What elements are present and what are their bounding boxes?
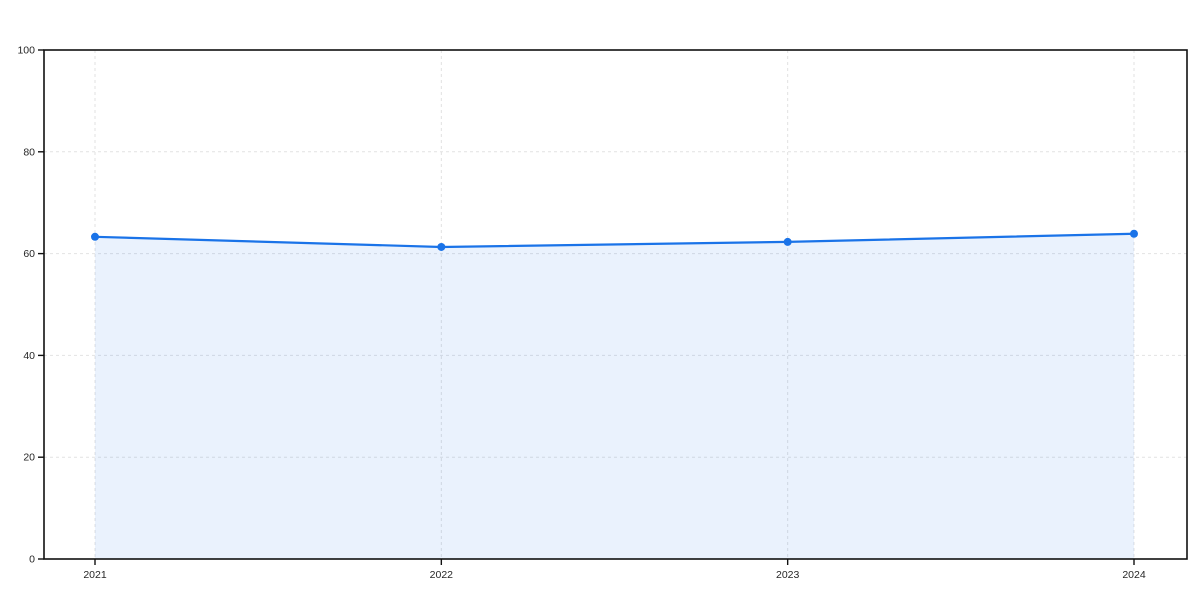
- area-fill: [95, 233, 1134, 559]
- data-point: [437, 242, 446, 251]
- x-tick-label: 2022: [430, 569, 454, 581]
- x-tick-label: 2021: [83, 569, 107, 581]
- y-tick-label: 60: [23, 248, 35, 260]
- x-tick-label: 2024: [1122, 569, 1146, 581]
- y-tick-label: 0: [29, 554, 35, 566]
- plot-frame: [43, 49, 1188, 560]
- data-point: [783, 237, 792, 246]
- y-tick-label: 100: [17, 45, 35, 57]
- trend-line: [93, 232, 1136, 249]
- data-point: [1130, 229, 1138, 238]
- data-point: [91, 232, 99, 241]
- x-tick-label: 2023: [776, 569, 800, 581]
- y-tick-label: 80: [23, 146, 35, 158]
- y-tick-label: 20: [23, 452, 35, 464]
- y-tick-label: 40: [23, 350, 35, 362]
